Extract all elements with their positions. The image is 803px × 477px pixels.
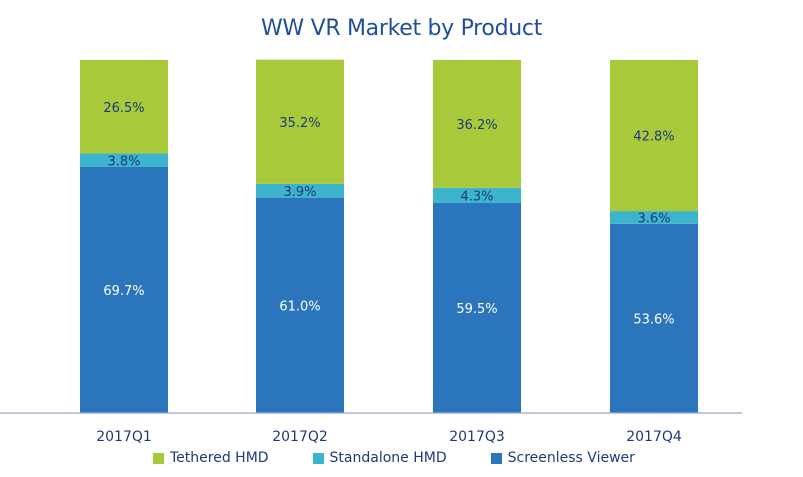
legend-label-tethered-hmd: Tethered HMD: [170, 450, 269, 466]
legend-swatch-screenless-viewer: [490, 452, 502, 464]
x-tick-label-2017q1: 2017Q1: [96, 429, 152, 445]
x-tick-labels: 2017Q1 2017Q2 2017Q3 2017Q4: [96, 429, 682, 445]
legend-swatch-standalone-hmd: [312, 452, 324, 464]
bar-standalone-hmd-2017q1: [80, 153, 168, 167]
bar-screenless-viewer-2017q2: [256, 197, 344, 413]
bar-screenless-viewer-2017q4: [610, 223, 698, 413]
bar-tethered-hmd-2017q1: [80, 60, 168, 154]
data-label-screenless-viewer-2017q3: 59.5%: [456, 302, 497, 317]
data-label-standalone-hmd-2017q3: 4.3%: [460, 189, 493, 204]
data-label-tethered-hmd-2017q3: 36.2%: [456, 118, 497, 133]
chart-title: WW VR Market by Product: [260, 16, 543, 41]
data-label-tethered-hmd-2017q4: 42.8%: [633, 130, 674, 145]
legend-item-screenless-viewer: Screenless Viewer: [490, 450, 635, 466]
x-tick-label-2017q2: 2017Q2: [272, 429, 328, 445]
legend-label-screenless-viewer: Screenless Viewer: [507, 450, 635, 466]
legend-swatch-tethered-hmd: [153, 452, 164, 464]
bar-screenless-viewer-2017q3: [433, 202, 521, 413]
x-tick-label-2017q4: 2017Q4: [626, 429, 682, 445]
data-label-tethered-hmd-2017q2: 35.2%: [279, 116, 320, 131]
data-label-standalone-hmd-2017q4: 3.6%: [637, 211, 670, 226]
legend-label-standalone-hmd: Standalone HMD: [329, 450, 447, 466]
bars-group: [80, 59, 698, 413]
data-label-screenless-viewer-2017q4: 53.6%: [633, 312, 674, 327]
data-label-screenless-viewer-2017q1: 69.7%: [103, 284, 144, 299]
bar-standalone-hmd-2017q3: [433, 187, 521, 203]
data-label-tethered-hmd-2017q1: 26.5%: [103, 101, 144, 116]
data-label-standalone-hmd-2017q2: 3.9%: [283, 185, 316, 200]
bar-screenless-viewer-2017q1: [80, 166, 168, 413]
data-label-standalone-hmd-2017q1: 3.8%: [107, 154, 140, 169]
legend-item-standalone-hmd: Standalone HMD: [312, 450, 447, 466]
labels-group: 69.7% 3.8% 26.5% 61.0% 3.9% 35.2% 59.5% 4.3% 36.…: [103, 101, 674, 328]
bar-tethered-hmd-2017q4: [610, 60, 698, 212]
bar-standalone-hmd-2017q4: [610, 211, 698, 224]
data-label-screenless-viewer-2017q2: 61.0%: [279, 299, 320, 314]
x-tick-label-2017q3: 2017Q3: [449, 429, 505, 445]
bar-tethered-hmd-2017q3: [433, 60, 521, 188]
bar-tethered-hmd-2017q2: [256, 59, 344, 184]
legend-item-tethered-hmd: Tethered HMD: [153, 450, 269, 466]
bar-standalone-hmd-2017q2: [256, 183, 344, 198]
legend: Tethered HMD Standalone HMD Screenless V…: [153, 450, 679, 466]
